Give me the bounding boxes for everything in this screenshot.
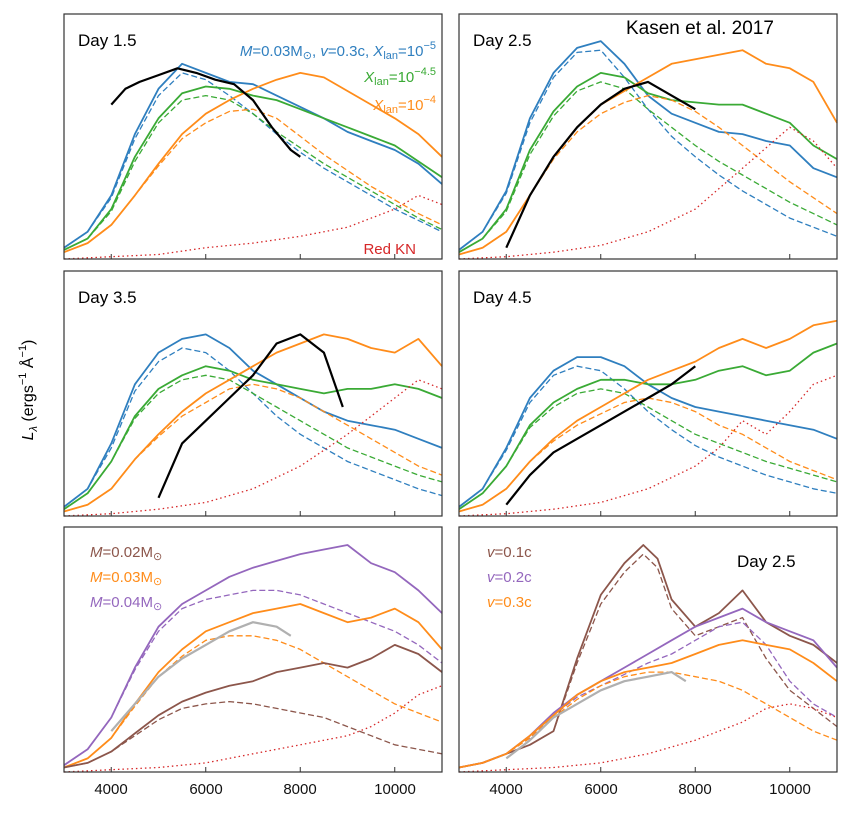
series-line-green-dashed (458, 81, 838, 253)
legend-entry-brown: M=0.02M⊙ (90, 544, 162, 563)
panel-curves (458, 544, 838, 773)
series-line-green-solid (63, 365, 443, 510)
panel-frame (63, 13, 443, 260)
y-label-exp2: −1 (17, 345, 29, 358)
series-line-blue-solid (63, 333, 443, 508)
series-line-orange-dashed (458, 94, 838, 256)
legend-entry-green: Xlan=10−4.5 (363, 66, 436, 88)
legend-entry-blue: M=0.03M⊙, v=0.3c, Xlan=10−5 (240, 40, 436, 62)
legend-entry-purple: v=0.2c (487, 569, 532, 586)
series-line-orange-solid (458, 639, 838, 769)
panel-frame (63, 526, 443, 773)
series-line-orange-solid (63, 603, 443, 769)
panel-day-2-5: Day 2.5 (458, 13, 838, 260)
y-label-subscript: λ (28, 426, 40, 432)
legend-entry-orange: Xlan=10−4 (372, 94, 436, 116)
series-line-green-dashed (458, 388, 838, 510)
series-line-green-solid (458, 72, 838, 253)
series-line-green-dashed (63, 94, 443, 251)
series-line-gray-solid (505, 671, 687, 760)
legend-entry-orange: M=0.03M⊙ (90, 569, 162, 588)
y-label-exp1: −1 (17, 373, 29, 386)
x-tick-label: 8000 (283, 781, 316, 798)
series-line-brown-dashed (458, 553, 838, 769)
day-label: Day 3.5 (78, 288, 137, 307)
series-line-orange-solid (63, 72, 443, 254)
series-line-brown-solid (63, 644, 443, 769)
panel-mass-comparison: M=0.02M⊙ M=0.03M⊙ M=0.04M⊙ (63, 526, 443, 773)
series-line-red-dotted (458, 703, 838, 773)
y-label-symbol: L (20, 431, 37, 440)
series-line-red-dotted (458, 126, 838, 260)
series-line-orange-solid (63, 333, 443, 513)
series-line-orange-dashed (63, 383, 443, 513)
legend-entry-orange: v=0.3c (487, 594, 532, 611)
y-axis-label: Lλ (ergs−1 Å−1) (17, 340, 40, 441)
panel-curves (458, 40, 838, 260)
series-line-green-solid (63, 85, 443, 251)
series-line-green-solid (458, 342, 838, 510)
panel-frame (458, 270, 838, 517)
credit-label: Kasen et al. 2017 (626, 18, 774, 39)
day-label: Day 2.5 (473, 31, 532, 50)
series-line-purple-dashed (63, 589, 443, 766)
panel-day-4-5: Day 4.5 (458, 270, 838, 517)
day-label: Day 2.5 (737, 552, 796, 571)
series-line-blue-solid (63, 62, 443, 249)
panel-day-1-5: Day 1.5 M=0.03M⊙, v=0.3c, Xlan=10−5 Xlan… (63, 13, 443, 260)
panel-frame (63, 270, 443, 517)
panel-frame (458, 13, 838, 260)
series-line-blue-dashed (458, 365, 838, 508)
x-tick-label: 6000 (584, 781, 617, 798)
y-label-angstrom: Å (18, 357, 37, 372)
series-line-red-dotted (458, 374, 838, 517)
series-line-black-solid (110, 67, 301, 158)
series-line-purple-solid (63, 544, 443, 766)
day-label: Day 1.5 (78, 31, 137, 50)
panel-curves (458, 319, 838, 517)
x-tick-labels-right: 4000 6000 8000 10000 (489, 781, 811, 798)
x-tick-label: 4000 (489, 781, 522, 798)
series-line-orange-solid (458, 319, 838, 513)
legend-entry-brown: v=0.1c (487, 544, 532, 561)
legend-entry-purple: M=0.04M⊙ (90, 594, 162, 613)
x-tick-label: 10000 (374, 781, 416, 798)
series-line-purple-solid (458, 607, 838, 769)
x-tick-label: 6000 (189, 781, 222, 798)
panel-curves (63, 62, 443, 260)
series-line-brown-dashed (63, 700, 443, 769)
series-line-black-solid (505, 80, 696, 249)
panel-curves (63, 544, 443, 773)
series-line-orange-dashed (63, 635, 443, 769)
x-tick-label: 10000 (769, 781, 811, 798)
y-label-units: (ergs (20, 385, 37, 426)
series-line-black-solid (157, 333, 344, 499)
series-line-orange-dashed (63, 108, 443, 253)
x-tick-label: 8000 (678, 781, 711, 798)
svg-text:Lλ (ergs−1 Å−1): Lλ (ergs−1 Å−1) (17, 340, 40, 441)
x-tick-label: 4000 (94, 781, 127, 798)
legend-entry-red: Red KN (363, 241, 416, 258)
series-line-green-dashed (63, 374, 443, 510)
series-line-gray-solid (110, 621, 292, 732)
panel-frame (458, 526, 838, 773)
x-tick-labels-left: 4000 6000 8000 10000 (94, 781, 416, 798)
y-label-close: ) (20, 340, 37, 345)
day-label: Day 4.5 (473, 288, 532, 307)
series-line-blue-dashed (458, 49, 838, 251)
panel-velocity-comparison: v=0.1c v=0.2c v=0.3c Day 2.5 (458, 526, 838, 773)
series-line-black-solid (505, 365, 696, 506)
series-line-orange-dashed (458, 671, 838, 769)
panel-day-3-5: Day 3.5 (63, 270, 443, 517)
series-line-red-dotted (63, 379, 443, 517)
panel-curves (63, 333, 443, 517)
